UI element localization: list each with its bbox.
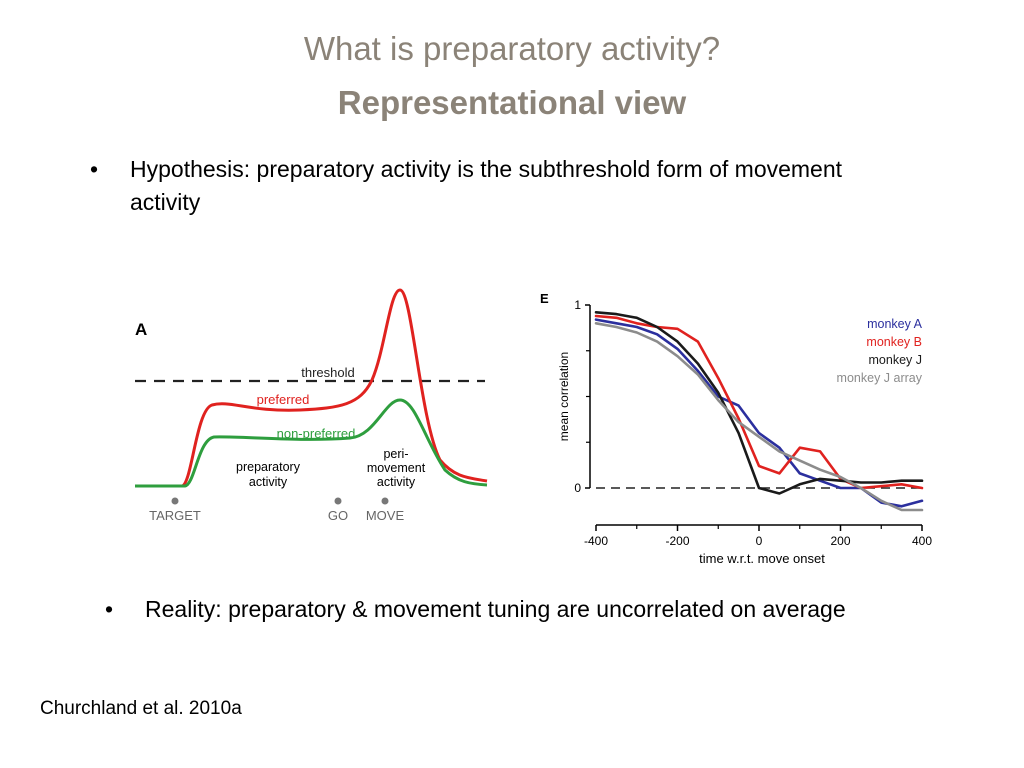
panel-label: A [135, 320, 147, 339]
subtitle: Representational view [337, 84, 687, 121]
peri-movement-label: movement [367, 461, 426, 475]
x-tick-label: 400 [912, 534, 932, 548]
y-tick-label: 1 [574, 298, 581, 312]
x-tick-label: 0 [756, 534, 763, 548]
panel-a: A threshold preferred non-preferred prep… [135, 288, 488, 523]
event-dot [381, 497, 389, 505]
series-line [594, 322, 924, 512]
bullet-text: Hypothesis: preparatory activity is the … [130, 156, 843, 215]
title: What is preparatory activity? [303, 30, 721, 67]
bullet-dot: • [105, 596, 114, 622]
event-dot [334, 497, 342, 505]
x-tick-label: -200 [665, 534, 689, 548]
series-line [594, 314, 924, 490]
non-preferred-curve [135, 398, 488, 488]
preparatory-label: activity [249, 475, 288, 489]
legend-entry: monkey B [866, 335, 922, 349]
legend-entry: monkey A [867, 317, 923, 331]
event-dot [171, 497, 179, 505]
panel-label: E [540, 291, 549, 306]
legend-entry: monkey J [869, 353, 923, 367]
event-label: GO [328, 508, 348, 523]
y-axis-label: mean correlation [557, 352, 571, 441]
x-axis-label: time w.r.t. move onset [699, 551, 825, 566]
preferred-label: preferred [257, 392, 310, 407]
peri-movement-label: peri- [383, 447, 408, 461]
y-tick-label: 0 [574, 481, 581, 495]
event-label: MOVE [366, 508, 405, 523]
citation: Churchland et al. 2010a [40, 698, 242, 719]
series-line [594, 311, 924, 495]
preparatory-label: preparatory [236, 460, 301, 474]
panel-e: E -400 -200 0 200 400 0 1 time w.r.t. move onse… [540, 291, 932, 566]
x-tick-label: -400 [584, 534, 608, 548]
peri-movement-label: activity [377, 475, 416, 489]
preferred-curve [135, 288, 488, 488]
bullet-text: Reality: preparatory & movement tuning a… [145, 596, 846, 622]
legend-entry: monkey J array [837, 371, 923, 385]
bullet-dot: • [90, 156, 99, 182]
x-tick-label: 200 [830, 534, 850, 548]
bullet: • Reality: preparatory & movement tuning… [105, 593, 935, 626]
bullet: • Hypothesis: preparatory activity is th… [90, 153, 900, 219]
non-preferred-label: non-preferred [277, 426, 356, 441]
threshold-label: threshold [301, 365, 354, 380]
event-label: TARGET [149, 508, 201, 523]
